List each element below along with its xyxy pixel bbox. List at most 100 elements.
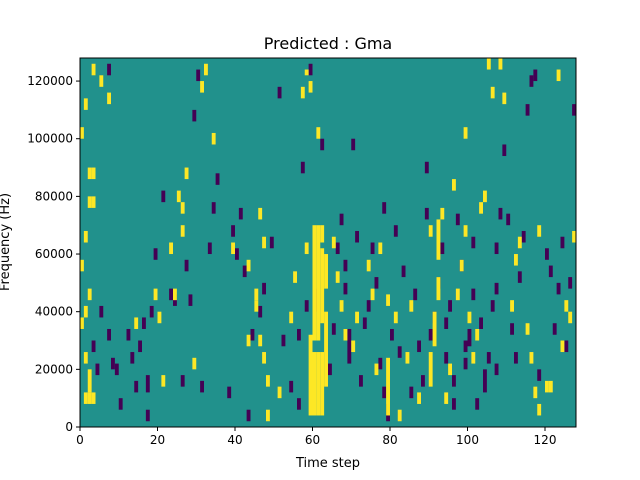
heatmap-cell-low bbox=[211, 202, 216, 214]
y-tick-label: 0 bbox=[65, 420, 73, 434]
heatmap-cell-low bbox=[238, 207, 243, 220]
heatmap-cell-low bbox=[95, 363, 100, 376]
heatmap-cell-high bbox=[254, 300, 259, 312]
heatmap-cell-low bbox=[308, 63, 313, 76]
heatmap-cell-high bbox=[258, 334, 263, 347]
heatmap-cell-low bbox=[382, 202, 387, 214]
heatmap-cell-low bbox=[207, 242, 212, 255]
plot-area bbox=[80, 58, 576, 427]
y-axis-label: Frequency (Hz) bbox=[0, 193, 13, 291]
y-tick-label: 40000 bbox=[35, 305, 73, 319]
heatmap-cell-high bbox=[448, 363, 452, 376]
heatmap-cell-high bbox=[502, 92, 507, 105]
heatmap-cell-high bbox=[397, 409, 402, 422]
heatmap-cell-high bbox=[316, 225, 321, 341]
heatmap-cell-low bbox=[444, 317, 449, 329]
heatmap-cell-low bbox=[521, 230, 526, 243]
x-axis-label: Time step bbox=[295, 456, 360, 471]
heatmap-cell-low bbox=[130, 352, 135, 364]
heatmap-cell-high bbox=[351, 340, 356, 353]
y-tick-label: 80000 bbox=[35, 189, 73, 203]
heatmap-cell-low bbox=[463, 340, 468, 353]
heatmap-cell-low bbox=[548, 265, 553, 278]
heatmap-cell-high bbox=[83, 392, 88, 404]
heatmap-cell-low bbox=[533, 69, 538, 82]
heatmap-cell-high bbox=[180, 202, 185, 214]
heatmap-cell-high bbox=[80, 259, 84, 272]
heatmap-cell-high bbox=[161, 375, 166, 387]
heatmap-cell-high bbox=[455, 288, 460, 301]
heatmap-cell-low bbox=[91, 340, 96, 353]
heatmap-cell-high bbox=[471, 352, 476, 364]
heatmap-cell-low bbox=[401, 265, 406, 278]
heatmap-cell-high bbox=[262, 236, 266, 249]
heatmap-cell-high bbox=[432, 311, 437, 347]
heatmap-cell-high bbox=[293, 271, 297, 283]
heatmap-cell-low bbox=[114, 363, 119, 376]
heatmap-cell-high bbox=[200, 81, 204, 93]
heatmap-cell-high bbox=[370, 288, 375, 301]
heatmap-cell-low bbox=[471, 236, 476, 249]
heatmap-cell-high bbox=[560, 340, 565, 353]
heatmap-cell-high bbox=[335, 271, 340, 283]
heatmap-cell-low bbox=[107, 328, 111, 341]
heatmap-cell-low bbox=[494, 363, 499, 376]
heatmap-cell-low bbox=[440, 242, 445, 255]
heatmap-cell-high bbox=[246, 259, 251, 272]
heatmap-cell-low bbox=[498, 207, 503, 220]
heatmap-cell-low bbox=[486, 352, 491, 364]
heatmap-cell-high bbox=[405, 352, 410, 364]
heatmap-cell-high bbox=[320, 248, 325, 324]
heatmap-cell-low bbox=[424, 207, 429, 220]
heatmap-cell-low bbox=[545, 248, 549, 260]
heatmap-cell-high bbox=[517, 236, 522, 249]
heatmap-cell-low bbox=[552, 323, 557, 335]
heatmap-cell-low bbox=[378, 357, 383, 370]
heatmap-cell-low bbox=[215, 173, 220, 185]
heatmap-cell-low bbox=[138, 340, 142, 353]
heatmap-cell-high bbox=[339, 300, 344, 312]
heatmap-cell-low bbox=[145, 375, 150, 393]
heatmap-cell-high bbox=[316, 352, 321, 416]
heatmap-cell-high bbox=[80, 127, 84, 139]
heatmap-cell-low bbox=[227, 386, 232, 399]
heatmap-cell-high bbox=[444, 392, 449, 404]
heatmap-cell-high bbox=[463, 127, 468, 139]
heatmap-cell-low bbox=[161, 190, 166, 203]
heatmap-cell-high bbox=[486, 58, 491, 70]
heatmap-cell-high bbox=[87, 167, 92, 180]
heatmap-cell-high bbox=[91, 63, 96, 76]
heatmap-cell-low bbox=[281, 334, 286, 347]
heatmap-cell-high bbox=[537, 403, 542, 416]
heatmap-cell-high bbox=[107, 92, 111, 105]
heatmap-cell-high bbox=[324, 311, 328, 387]
heatmap-cell-high bbox=[533, 386, 538, 399]
heatmap-cell-high bbox=[289, 311, 294, 324]
heatmap-cell-high bbox=[157, 311, 162, 324]
heatmap-cell-low bbox=[366, 300, 371, 312]
heatmap-cell-high bbox=[440, 207, 445, 220]
heatmap-cell-low bbox=[467, 328, 472, 347]
heatmap-cell-high bbox=[331, 236, 336, 249]
heatmap-cell-low bbox=[343, 259, 348, 272]
heatmap-cell-low bbox=[421, 375, 425, 387]
heatmap-cell-high bbox=[386, 294, 390, 306]
heatmap-cell-high bbox=[459, 259, 464, 272]
heatmap-cell-low bbox=[297, 328, 301, 341]
heatmap-cell-high bbox=[548, 380, 553, 393]
heatmap-cell-low bbox=[428, 328, 433, 341]
heatmap-cell-high bbox=[316, 127, 321, 139]
heatmap-cell-high bbox=[386, 357, 390, 416]
heatmap-cell-low bbox=[246, 409, 251, 422]
heatmap-cell-high bbox=[300, 86, 305, 99]
heatmap-cell-low bbox=[455, 213, 460, 226]
heatmap-cell-high bbox=[568, 311, 573, 324]
heatmap-cell-low bbox=[510, 323, 514, 335]
heatmap-cell-low bbox=[382, 386, 387, 399]
heatmap-cell-high bbox=[91, 196, 96, 208]
heatmap-cell-low bbox=[343, 282, 348, 295]
heatmap-cell-high bbox=[463, 225, 468, 237]
heatmap-cell-high bbox=[99, 75, 104, 87]
heatmap-cell-low bbox=[335, 242, 340, 255]
heatmap-cell-high bbox=[556, 69, 561, 82]
